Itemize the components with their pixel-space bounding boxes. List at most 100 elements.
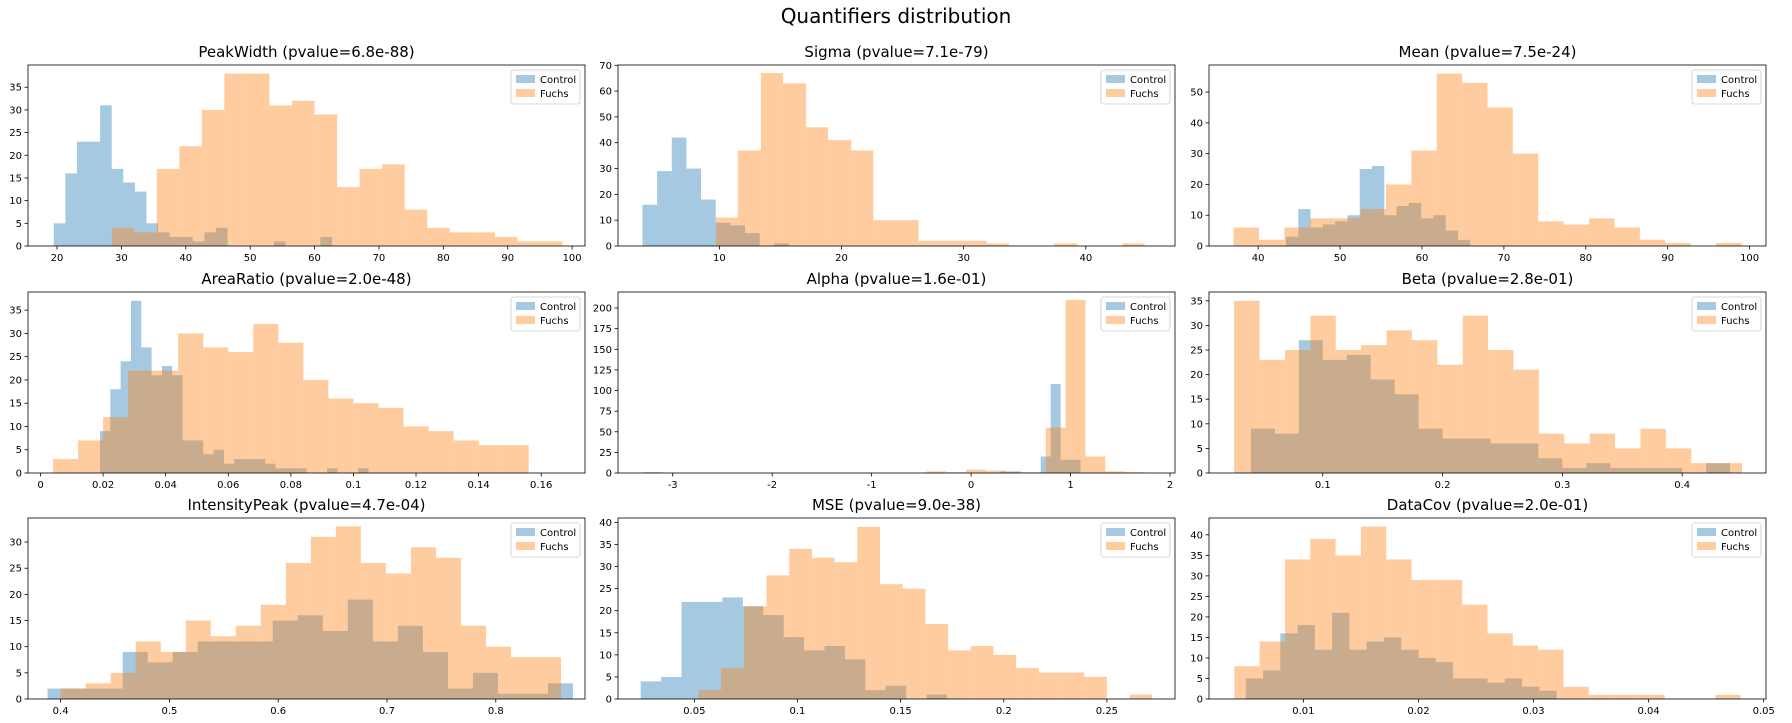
histogram-bar [873, 220, 897, 246]
histogram-bar [1129, 694, 1153, 699]
y-tick-label: 5 [16, 668, 22, 679]
histogram-bar [253, 324, 279, 473]
histogram-panel-2: Sigma (pvalue=7.1e-79) 10 20 30 40 0 10 20 30 40 5… [599, 43, 1176, 264]
y-tick-label: 10 [1190, 419, 1203, 430]
y-tick-label: 0 [1197, 242, 1203, 253]
y-tick-label: 35 [9, 306, 22, 317]
histogram-bar [918, 240, 942, 246]
y-tick-label: 5 [16, 219, 22, 230]
histogram-bar [246, 73, 270, 247]
y-tick-label: 15 [9, 399, 22, 410]
histogram-bar [110, 389, 121, 473]
histogram-bar [1610, 468, 1635, 473]
legend-label-control: Control [540, 75, 576, 86]
histogram-bar [422, 651, 448, 699]
series-control [642, 137, 790, 246]
histogram-bar [1040, 456, 1051, 473]
histogram-bar [1284, 559, 1311, 699]
histogram-bar [986, 243, 1009, 246]
histogram-bar [497, 693, 523, 699]
histogram-bar [247, 641, 273, 699]
histogram-bar [721, 668, 744, 699]
legend-label-fuchs: Fuchs [1130, 316, 1159, 327]
x-tick-label: -3 [668, 480, 678, 491]
y-tick-label: 5 [1197, 444, 1203, 455]
histogram-bar [1538, 649, 1564, 699]
legend-swatch-control [1106, 302, 1125, 310]
histogram-bar [686, 168, 702, 246]
histogram-bar [804, 650, 825, 699]
panel-title: Sigma (pvalue=7.1e-79) [804, 43, 988, 61]
histogram-bar [789, 548, 812, 699]
histogram-bar [1462, 82, 1488, 246]
histogram-bar [88, 141, 101, 246]
histogram-panel-3: Mean (pvalue=7.5e-24) 40 50 60 70 80 90 100 0 10 2… [1190, 43, 1767, 264]
histogram-bar [358, 468, 369, 473]
histogram-bar [1335, 350, 1362, 473]
x-tick-label: 0.08 [280, 480, 302, 491]
legend-label-control: Control [540, 528, 576, 539]
histogram-bar [1589, 433, 1616, 473]
histogram-bar [1716, 463, 1743, 473]
histogram-bar [192, 440, 204, 473]
histogram-bar [782, 83, 807, 246]
y-tick-label: 20 [1190, 612, 1203, 623]
histogram-bar [926, 471, 947, 473]
x-tick-label: 0.02 [92, 480, 114, 491]
histogram-bar [322, 630, 348, 699]
histogram-panel-7: IntensityPeak (pvalue=4.7e-04) 0.4 0.5 0.6 0… [9, 496, 586, 717]
histogram-bar [1634, 468, 1659, 473]
x-tick-label: 30 [115, 253, 128, 264]
histogram-bar [946, 472, 967, 473]
x-tick-label: 90 [1661, 253, 1674, 264]
y-tick-label: 0 [1197, 695, 1203, 706]
y-tick-label: 30 [1190, 149, 1203, 160]
histogram-bar [824, 646, 845, 699]
legend: Control Fuchs [1691, 522, 1762, 558]
histogram-bar [698, 690, 722, 699]
histogram-bar [1259, 641, 1285, 699]
histogram-bar [192, 241, 205, 246]
histogram-bar [1000, 471, 1021, 473]
series-control [99, 300, 369, 473]
histogram-bar [1360, 526, 1387, 699]
histogram-bar [449, 232, 473, 246]
histogram-bar [1360, 209, 1386, 246]
histogram-bar [963, 240, 987, 246]
histogram-bar [472, 232, 495, 246]
x-tick-label: 0.25 [1096, 706, 1118, 717]
histogram-bar [1366, 641, 1384, 699]
x-tick-label: 0.3 [1554, 480, 1570, 491]
histogram-bar [201, 109, 225, 246]
histogram-bar [828, 140, 852, 246]
x-tick-label: 40 [1079, 253, 1092, 264]
legend-swatch-fuchs [1697, 316, 1716, 324]
histogram-bar [1421, 218, 1434, 246]
histogram-bar [1442, 438, 1467, 473]
histogram-bar [1259, 359, 1285, 474]
histogram-bar [210, 636, 236, 699]
legend-label-control: Control [1130, 75, 1166, 86]
histogram-bar [335, 526, 361, 699]
histogram-panel-1: PeakWidth (pvalue=6.8e-88)20 30 40 50 60 70 80… [9, 43, 586, 264]
y-tick-label: 10 [9, 196, 22, 207]
legend-swatch-control [1697, 528, 1716, 536]
legend-label-control: Control [1130, 302, 1166, 313]
histogram-bar [1411, 150, 1437, 246]
histogram-bar [661, 676, 682, 699]
axes-frame [27, 291, 586, 474]
x-tick-label: 0.6 [270, 706, 286, 717]
histogram-bar [1665, 242, 1691, 246]
y-tick-label: 20 [1190, 370, 1203, 381]
y-tick-label: 0 [606, 469, 612, 480]
x-tick-label: 0.7 [379, 706, 395, 717]
series-fuchs [698, 526, 1153, 699]
histogram-bar [111, 168, 124, 246]
y-tick-label: 100 [593, 386, 612, 397]
histogram-bar [235, 625, 261, 699]
x-tick-label: 0.4 [53, 706, 69, 717]
x-tick-label: 0.15 [889, 706, 911, 717]
series-control [640, 597, 948, 699]
y-tick-label: 25 [599, 448, 612, 459]
histogram-bar [993, 654, 1017, 699]
